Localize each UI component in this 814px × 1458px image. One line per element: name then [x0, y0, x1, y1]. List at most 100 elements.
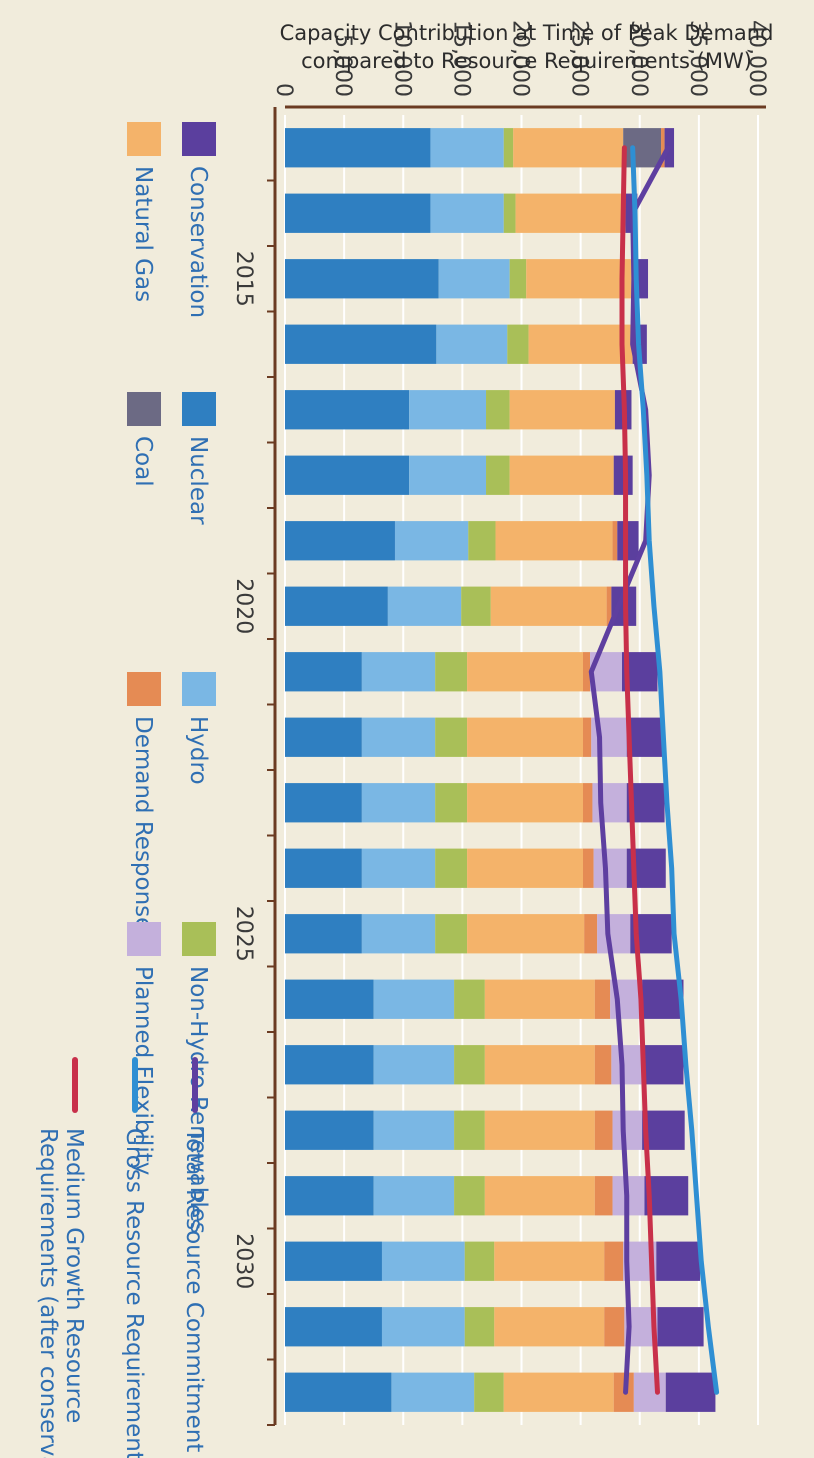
bar-non-hydro-renewables	[503, 128, 514, 168]
bar-nuclear	[285, 259, 439, 299]
bar-nuclear	[284, 324, 437, 364]
y-tick-label: 0	[271, 83, 296, 97]
bar-hydro	[438, 259, 510, 299]
y-tick-label: 30,000	[626, 20, 651, 97]
legend-label-demand-response: Demand Response	[130, 716, 156, 931]
bar-natural-gas	[484, 1110, 595, 1150]
y-tick-label: 25,000	[567, 20, 592, 97]
bar-nuclear	[285, 455, 410, 495]
bar-non-hydro-renewables	[435, 783, 468, 823]
bar-natural-gas	[494, 1241, 605, 1281]
bar-natural-gas	[503, 1372, 614, 1412]
bar-non-hydro-renewables	[461, 586, 491, 626]
bar-demand-response	[594, 979, 611, 1019]
bar-hydro	[361, 914, 436, 954]
bar-demand-response	[584, 914, 598, 954]
legend-label-line: Requirements (after conservation)	[35, 1128, 61, 1458]
bar-hydro	[409, 455, 487, 495]
bar-hydro	[373, 1045, 455, 1085]
bar-natural-gas	[494, 1307, 605, 1347]
bar-demand-response	[606, 586, 612, 626]
legend-label-coal: Coal	[130, 436, 156, 487]
line-gross-resource-requirements	[630, 145, 720, 1395]
legend-swatch-hydro	[182, 672, 216, 706]
bar-natural-gas	[467, 914, 585, 954]
bar-hydro	[373, 1176, 455, 1216]
bar-hydro	[436, 324, 508, 364]
legend-label-line: Medium Growth Resource	[61, 1128, 87, 1423]
bar-demand-response	[594, 1176, 613, 1216]
x-tick-label: 2025	[231, 906, 256, 962]
bar-non-hydro-renewables	[509, 259, 527, 299]
bar-natural-gas	[467, 717, 583, 757]
legend-swatch-nuclear	[182, 392, 216, 426]
bar-hydro	[394, 521, 469, 561]
bar-hydro	[373, 979, 455, 1019]
bar-hydro	[381, 1307, 465, 1347]
y-tick-label: 20,000	[508, 20, 533, 97]
bar-demand-response	[604, 1241, 624, 1281]
bar-hydro	[430, 193, 504, 233]
bar-natural-gas	[509, 455, 614, 495]
bar-nuclear	[284, 1372, 392, 1412]
y-axis-title: Capacity Contribution at Time of Peak De…	[280, 21, 774, 73]
bar-conservation	[630, 914, 672, 954]
bar-nuclear	[284, 848, 362, 888]
legend-swatch-conservation	[182, 122, 216, 156]
bar-planned-flexibility	[612, 1110, 643, 1150]
bar-planned-flexibility	[597, 914, 631, 954]
bar-planned-flexibility	[633, 1372, 666, 1412]
y-tick-label: 10,000	[389, 20, 414, 97]
legend-swatch-natural-gas	[127, 122, 161, 156]
bar-non-hydro-renewables	[454, 1110, 485, 1150]
bar-coal	[623, 128, 662, 168]
bar-nuclear	[285, 1045, 374, 1085]
bar-non-hydro-renewables	[486, 390, 510, 430]
bar-hydro	[387, 586, 462, 626]
bar-conservation	[642, 1045, 684, 1085]
legend-swatch-demand-response	[127, 672, 161, 706]
requirement-lines	[588, 145, 720, 1395]
stacked-bars	[284, 128, 716, 1412]
bar-non-hydro-renewables	[435, 848, 468, 888]
bar-nuclear	[284, 914, 362, 954]
y-axis-title-line2: compared to Resource Requirements (MW)	[301, 49, 752, 73]
bar-nuclear	[285, 390, 410, 430]
bar-planned-flexibility	[623, 1241, 657, 1281]
bar-conservation	[622, 652, 658, 692]
bar-non-hydro-renewables	[474, 1372, 504, 1412]
bar-non-hydro-renewables	[454, 1176, 485, 1216]
legend-swatch-non-hydro-renewables	[182, 922, 216, 956]
bar-demand-response	[582, 783, 593, 823]
bar-conservation	[665, 1372, 716, 1412]
bar-non-hydro-renewables	[468, 521, 496, 561]
bar-conservation	[626, 783, 665, 823]
legend-label-natural-gas: Natural Gas	[130, 166, 156, 302]
y-tick-label: 35,000	[685, 20, 710, 97]
legend-label-conservation: Conservation	[185, 166, 211, 318]
bar-non-hydro-renewables	[503, 193, 516, 233]
bar-planned-flexibility	[592, 783, 627, 823]
bar-planned-flexibility	[593, 848, 627, 888]
legend-label-total-resource-commitment: Total Resource Commitment	[181, 1127, 207, 1452]
bar-demand-response	[612, 521, 618, 561]
bar-natural-gas	[515, 193, 626, 233]
bar-natural-gas	[467, 848, 583, 888]
bar-natural-gas	[484, 1045, 595, 1085]
bar-demand-response	[582, 848, 594, 888]
bar-conservation	[642, 979, 684, 1019]
bar-non-hydro-renewables	[464, 1307, 495, 1347]
bar-demand-response	[594, 1110, 613, 1150]
bar-natural-gas	[467, 783, 583, 823]
bar-non-hydro-renewables	[454, 1045, 485, 1085]
bar-hydro	[409, 390, 487, 430]
line-medium-growth-resource-requirements-after-conservation	[619, 145, 660, 1395]
bar-conservation	[657, 1307, 704, 1347]
legend-label-gross-resource-requirements: Gross Resource Requirements	[121, 1128, 147, 1458]
bar-nuclear	[285, 979, 374, 1019]
bar-natural-gas	[467, 652, 583, 692]
bar-conservation	[656, 1241, 701, 1281]
bar-natural-gas	[513, 128, 624, 168]
y-tick-label: 40,000	[744, 20, 769, 97]
